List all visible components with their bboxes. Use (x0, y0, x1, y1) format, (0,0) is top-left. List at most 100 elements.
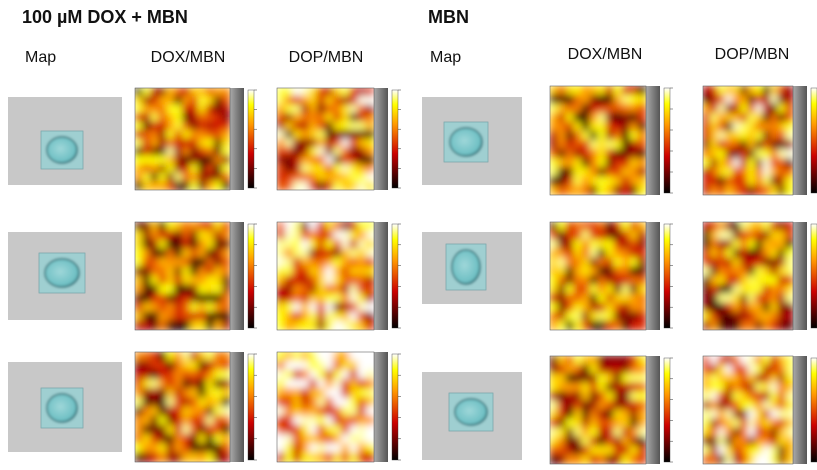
heatmap-cell (710, 392, 719, 402)
heatmap-cell (630, 383, 639, 393)
heatmap-cell (349, 122, 358, 132)
heatmap-cell (606, 365, 615, 375)
heatmap-cell (182, 388, 191, 398)
cell (45, 259, 79, 287)
heatmap-cell (357, 105, 366, 115)
heatmap-cell (365, 122, 374, 132)
heatmap-cell (606, 392, 615, 402)
heatmap-cell (755, 455, 764, 465)
heatmap-cell (349, 139, 358, 149)
heatmap-cell (349, 407, 358, 417)
heatmap-cell (222, 130, 231, 140)
heatmap-cell (558, 167, 567, 177)
heatmap-cell (182, 113, 191, 123)
heatmap-cell (174, 88, 183, 98)
heatmap-cell (222, 258, 231, 268)
heatmap-cell (206, 105, 215, 115)
heatmap-cell (341, 276, 350, 286)
heatmap-cell (365, 397, 374, 407)
heatmap-cell (333, 181, 342, 191)
colorbar (392, 90, 398, 188)
heatmap-cell (740, 231, 749, 241)
heatmap-cell (142, 397, 151, 407)
heatmap-cell (158, 96, 167, 106)
microscope-image (422, 97, 522, 185)
heatmap-cell (222, 294, 231, 304)
heatmap-cell (718, 131, 727, 141)
heatmap-cell (558, 356, 567, 366)
heatmap-cell (365, 443, 374, 453)
heatmap-cell (748, 455, 757, 465)
heatmap-cell (293, 276, 302, 286)
heatmap-cell (301, 122, 310, 132)
heatmap-cell (277, 416, 286, 426)
heatmap-cell (158, 361, 167, 371)
heatmap-cell (710, 455, 719, 465)
heatmap-cell (357, 379, 366, 389)
heatmap-cell (778, 437, 787, 447)
heatmap-cell (174, 139, 183, 149)
heatmap-cell (285, 156, 294, 166)
heatmap-cell (206, 164, 215, 174)
heatmap-cell (309, 113, 318, 123)
heatmap-cell (349, 425, 358, 435)
heatmap-cell (333, 397, 342, 407)
heatmap-cell (166, 139, 175, 149)
heatmap-cell (309, 249, 318, 259)
heatmap-cell (574, 249, 583, 259)
heatmap-cell (582, 104, 591, 114)
heatmap-cell (725, 446, 734, 456)
heatmap-cell (182, 88, 191, 98)
heatmap-cell (277, 130, 286, 140)
heatmap-cell (566, 122, 575, 132)
heatmap-cell (142, 276, 151, 286)
heatmap-cell (550, 401, 559, 411)
heatmap-cell (150, 407, 159, 417)
heatmap-cell (190, 96, 199, 106)
heatmap-cell (598, 285, 607, 295)
heatmap-cell (622, 410, 631, 420)
heatmap-cell (778, 222, 787, 232)
heatmap-cell (630, 258, 639, 268)
heatmap-cell (630, 149, 639, 159)
heatmap-cell (142, 139, 151, 149)
heatmap-cell (333, 156, 342, 166)
heatmap-cell (341, 105, 350, 115)
heatmap-cell (333, 312, 342, 322)
heatmap-cell (710, 374, 719, 384)
heatmap (550, 356, 674, 465)
heatmap-cell (317, 147, 326, 157)
heatmap-cell (710, 240, 719, 250)
heatmap-cell (606, 222, 615, 232)
heatmap-cell (566, 401, 575, 411)
heatmap-cells (550, 222, 647, 331)
heatmap-cell (349, 88, 358, 98)
heatmap-cell (222, 416, 231, 426)
heatmap-cell (142, 88, 151, 98)
heatmap-cell (550, 122, 559, 132)
heatmap-cell (158, 222, 167, 232)
heatmap-cell (182, 312, 191, 322)
heatmap-cell (770, 158, 779, 168)
heatmap-cell (703, 455, 712, 465)
heatmap-cell (365, 147, 374, 157)
heatmap-cell (206, 240, 215, 250)
heatmap-cell (309, 407, 318, 417)
heatmap-cell (785, 401, 794, 411)
heatmap-cell (222, 312, 231, 322)
heatmap-cell (166, 379, 175, 389)
heatmap-cell (206, 361, 215, 371)
heatmap-cell (733, 321, 742, 331)
heatmap-cell (710, 158, 719, 168)
heatmap-cell (703, 356, 712, 366)
heatmap-cell (574, 392, 583, 402)
heatmap-cell (333, 416, 342, 426)
heatmap-cell (214, 164, 223, 174)
heatmap-cell (142, 285, 151, 295)
heatmap-cell (566, 158, 575, 168)
heatmap-cell (725, 312, 734, 322)
heatmap-cell (293, 147, 302, 157)
heatmap-cell (349, 416, 358, 426)
heatmap-cells (277, 352, 375, 463)
heatmap-cell (733, 86, 742, 96)
